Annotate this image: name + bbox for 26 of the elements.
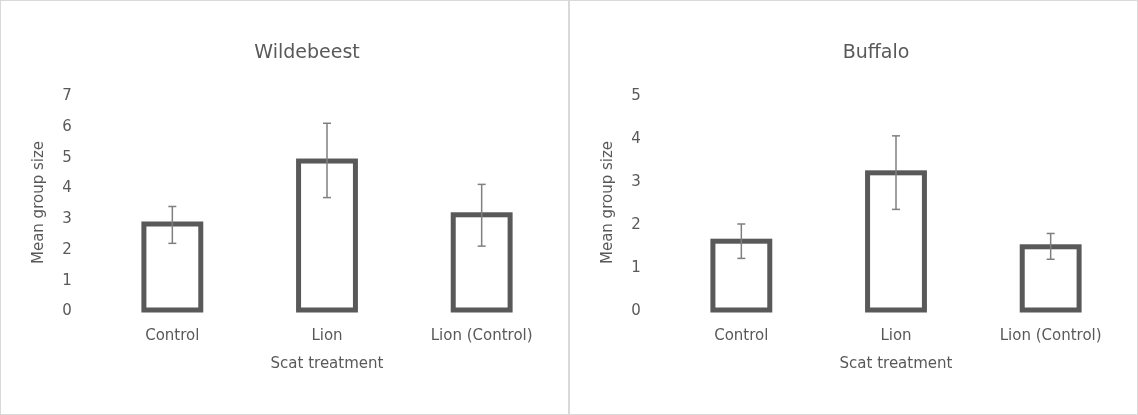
y-axis-title: Mean group size	[29, 140, 47, 265]
x-tick-label: Control	[145, 326, 200, 344]
x-axis-title: Scat treatment	[270, 354, 384, 372]
x-tick-label: Lion	[880, 326, 912, 344]
y-tick-label: 2	[62, 239, 72, 258]
y-tick-label: 5	[62, 147, 72, 166]
x-tick-label: Lion	[311, 326, 343, 344]
y-tick-label: 6	[62, 116, 72, 135]
y-tick-label: 4	[631, 129, 641, 148]
y-tick-label: 5	[631, 86, 641, 105]
y-tick-label: 1	[631, 258, 641, 277]
y-tick-label: 7	[62, 86, 72, 105]
x-tick-label: Lion (Control)	[430, 326, 533, 344]
y-tick-label: 1	[62, 270, 72, 289]
y-axis-title: Mean group size	[598, 140, 616, 265]
y-tick-label: 0	[631, 301, 641, 320]
y-tick-label: 3	[631, 172, 641, 191]
y-tick-label: 3	[62, 209, 72, 228]
y-tick-label: 0	[62, 301, 72, 320]
x-tick-label: Control	[714, 326, 769, 344]
y-tick-label: 4	[62, 178, 72, 197]
x-axis-title: Scat treatment	[839, 354, 953, 372]
chart-title: Buffalo	[842, 40, 910, 62]
y-tick-label: 2	[631, 215, 641, 234]
x-tick-label: Lion (Control)	[999, 326, 1102, 344]
chart-title: Wildebeest	[254, 40, 360, 62]
